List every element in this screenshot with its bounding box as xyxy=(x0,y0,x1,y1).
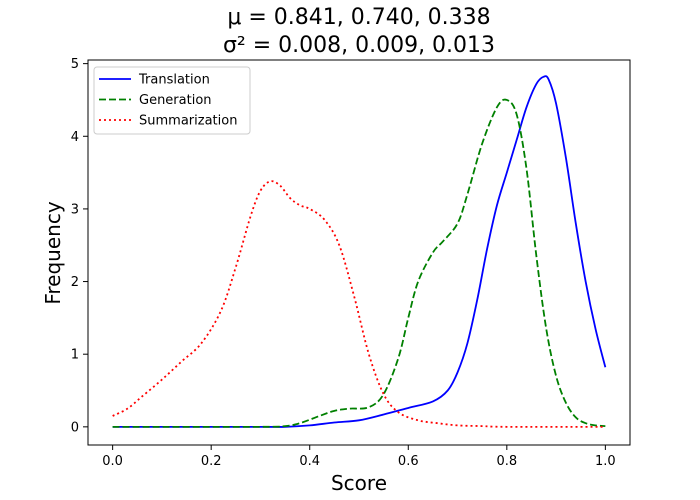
y-tick-label: 5 xyxy=(71,57,79,72)
legend: Translation Generation Summarization xyxy=(93,66,251,135)
y-axis: 0 1 2 3 4 5 xyxy=(71,57,88,435)
x-tick-label: 0.4 xyxy=(299,454,320,469)
y-axis-label: Frequency xyxy=(41,201,65,304)
y-tick-label: 3 xyxy=(71,202,79,217)
legend-box xyxy=(93,66,251,135)
y-tick-label: 1 xyxy=(71,348,79,363)
y-tick-label: 4 xyxy=(71,130,79,145)
legend-label-generation: Generation xyxy=(139,93,212,108)
series-layer xyxy=(112,75,607,428)
series-line-summarization xyxy=(112,180,606,428)
legend-label-translation: Translation xyxy=(138,73,210,88)
y-tick-label: 2 xyxy=(71,275,79,290)
x-tick-label: 0.2 xyxy=(201,454,222,469)
chart-subtitle: σ² = 0.008, 0.009, 0.013 xyxy=(223,33,495,58)
x-tick-label: 0.8 xyxy=(496,454,517,469)
x-tick-label: 0.6 xyxy=(398,454,419,469)
series-line-translation xyxy=(112,75,607,428)
x-tick-label: 0.0 xyxy=(102,454,123,469)
legend-label-summarization: Summarization xyxy=(139,114,237,129)
x-axis-label: Score xyxy=(331,471,387,495)
y-tick-label: 0 xyxy=(71,420,79,435)
series-line-generation xyxy=(112,98,606,428)
x-axis: 0.0 0.2 0.4 0.6 0.8 1.0 xyxy=(102,445,616,469)
x-tick-label: 1.0 xyxy=(595,454,616,469)
chart-title: μ = 0.841, 0.740, 0.338 xyxy=(227,5,490,30)
